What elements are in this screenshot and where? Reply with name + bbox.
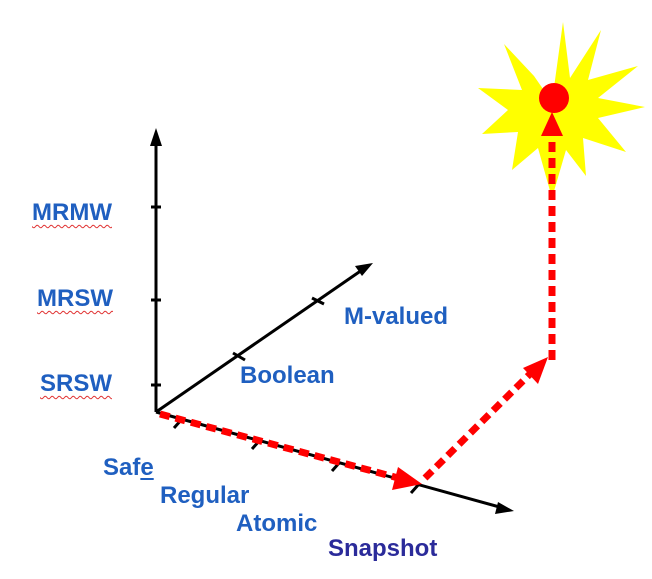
red-path-segment-2	[422, 369, 535, 481]
label-atomic: Atomic	[236, 510, 318, 537]
red-path-arrowhead-1	[392, 467, 422, 490]
label-safe-underlined-letter: e	[140, 454, 154, 481]
label-snapshot: Snapshot	[328, 535, 438, 562]
label-boolean: Boolean	[240, 362, 335, 389]
red-path-arrowhead-2	[523, 357, 548, 384]
label-m-valued: M-valued	[344, 303, 449, 330]
diagonal-axis	[155, 268, 363, 414]
goal-dot-icon	[539, 83, 569, 113]
diagonal-tick-1	[232, 351, 246, 362]
diagonal-axis-arrowhead	[355, 263, 373, 276]
vertical-axis-arrowhead	[150, 128, 162, 146]
label-mrsw: MRSW	[37, 285, 113, 312]
label-mrmw: MRMW	[32, 199, 112, 226]
horizontal-axis-arrowhead	[495, 502, 514, 514]
label-safe: Safe	[103, 456, 154, 480]
label-safe-stem: Saf	[103, 454, 141, 481]
red-path-arrowhead-3	[541, 112, 563, 136]
label-srsw: SRSW	[40, 370, 112, 397]
label-regular: Regular	[160, 482, 250, 509]
diagonal-tick-2	[311, 296, 325, 306]
red-path-segment-1	[159, 410, 403, 483]
horizontal-tick-4	[409, 483, 421, 494]
